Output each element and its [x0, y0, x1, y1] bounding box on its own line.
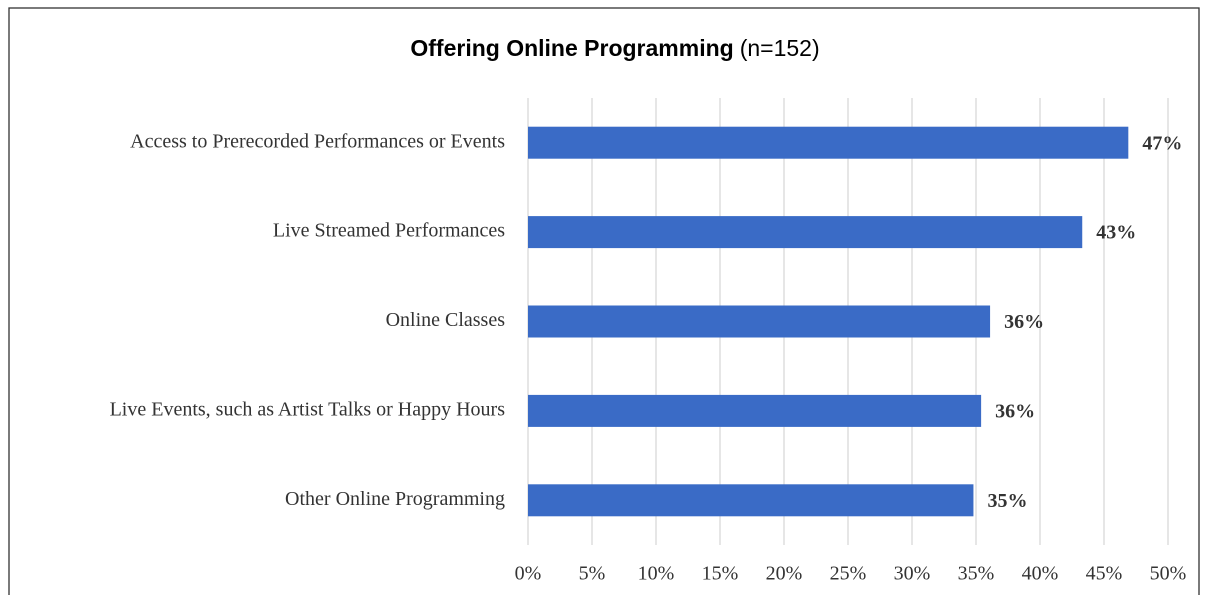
value-label: 47% [1142, 132, 1182, 154]
x-tick-label: 15% [702, 563, 739, 585]
value-label: 36% [995, 400, 1035, 422]
y-tick-label: Access to Prerecorded Performances or Ev… [130, 130, 505, 152]
bar [528, 126, 1129, 159]
y-tick-label: Online Classes [386, 309, 506, 331]
x-tick-label: 0% [515, 563, 542, 585]
chart-title: Offering Online Programming [410, 35, 733, 61]
chart-title-group: Offering Online Programming (n=152) [410, 35, 819, 61]
bar [528, 305, 991, 338]
chart-subtitle: (n=152) [740, 35, 820, 61]
value-label: 35% [987, 490, 1027, 512]
x-tick-label: 50% [1150, 563, 1187, 585]
chart-frame [8, 7, 1200, 595]
y-tick-label: Other Online Programming [285, 488, 505, 510]
x-tick-label: 5% [579, 563, 606, 585]
x-tick-label: 20% [766, 563, 803, 585]
x-tick-label: 30% [894, 563, 931, 585]
value-label: 43% [1096, 222, 1136, 244]
bar [528, 484, 974, 517]
y-tick-label: Live Events, such as Artist Talks or Hap… [110, 398, 506, 420]
x-tick-label: 10% [638, 563, 675, 585]
bar [528, 216, 1083, 249]
y-tick-label: Live Streamed Performances [273, 220, 505, 242]
value-label: 36% [1004, 311, 1044, 333]
x-tick-label: 40% [1022, 563, 1059, 585]
x-tick-label: 25% [830, 563, 867, 585]
x-tick-label: 35% [958, 563, 995, 585]
x-tick-label: 45% [1086, 563, 1123, 585]
bar [528, 394, 982, 427]
